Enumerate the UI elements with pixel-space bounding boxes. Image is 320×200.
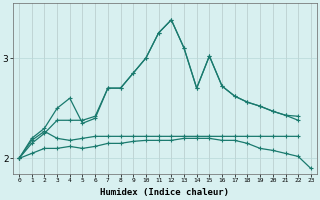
X-axis label: Humidex (Indice chaleur): Humidex (Indice chaleur) [100,188,229,197]
